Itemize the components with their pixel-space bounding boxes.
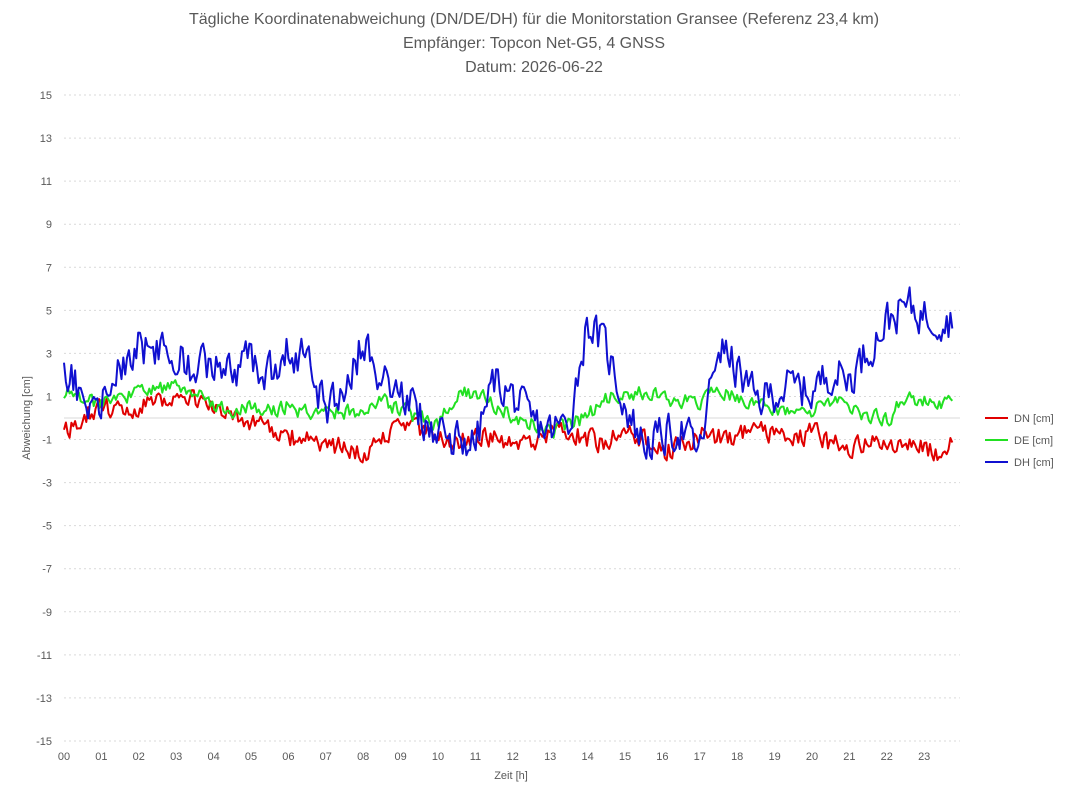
x-tick-label: 05: [245, 751, 257, 763]
legend-label: DN [cm]: [1014, 413, 1054, 425]
grid-lines: [64, 94, 960, 742]
x-tick-label: 10: [432, 751, 444, 763]
y-tick-label: -5: [42, 521, 52, 533]
x-tick-label: 16: [656, 751, 668, 763]
x-tick-label: 22: [881, 751, 893, 763]
legend-label: DH [cm]: [1014, 457, 1054, 469]
y-tick-label: -13: [36, 693, 52, 705]
x-tick-label: 14: [581, 751, 593, 763]
chart-subtitle: Empfänger: Topcon Net-G5, 4 GNSS: [402, 35, 666, 52]
y-tick-label: -11: [37, 650, 52, 662]
y-tick-label: 7: [46, 262, 52, 274]
series-line-de: [63, 379, 954, 439]
x-axis-label: Zeit [h]: [494, 770, 528, 782]
chart-date: Datum: 2026-06-22: [465, 59, 603, 76]
y-tick-label: -7: [42, 564, 52, 576]
x-tick-label: 07: [320, 751, 332, 763]
x-tick-label: 06: [282, 751, 294, 763]
x-tick-label: 12: [507, 751, 519, 763]
y-tick-label: 13: [40, 133, 52, 145]
series-lines: [63, 286, 954, 464]
y-axis-label: Abweichung [cm]: [21, 376, 33, 460]
x-axis-ticks: 00 01 02 03 04 05 06 07 08 09 10 11 12 13 14 15 16 17 18 19…: [58, 751, 930, 763]
series-line-dh: [63, 286, 954, 461]
y-tick-label: -15: [36, 736, 52, 748]
x-tick-label: 01: [95, 751, 107, 763]
x-tick-label: 09: [394, 751, 406, 763]
y-tick-label: -9: [42, 607, 52, 619]
y-tick-label: -3: [42, 478, 52, 490]
x-tick-label: 18: [731, 751, 743, 763]
y-tick-label: 5: [46, 305, 52, 317]
x-tick-label: 03: [170, 751, 182, 763]
x-tick-label: 19: [768, 751, 780, 763]
y-tick-label: -1: [42, 435, 52, 447]
x-tick-label: 00: [58, 751, 70, 763]
x-tick-label: 08: [357, 751, 369, 763]
x-tick-label: 17: [694, 751, 706, 763]
y-tick-label: 15: [40, 90, 52, 102]
x-tick-label: 13: [544, 751, 556, 763]
x-tick-label: 23: [918, 751, 930, 763]
legend: DN [cm] DE [cm] DH [cm]: [985, 413, 1054, 469]
x-tick-label: 11: [470, 751, 481, 763]
x-tick-label: 20: [806, 751, 818, 763]
x-tick-label: 02: [133, 751, 145, 763]
x-tick-label: 21: [843, 751, 855, 763]
legend-label: DE [cm]: [1014, 435, 1053, 447]
chart-title: Tägliche Koordinatenabweichung (DN/DE/DH…: [188, 11, 880, 28]
y-tick-label: 9: [46, 219, 52, 231]
x-tick-label: 04: [207, 751, 219, 763]
series-line-dn: [63, 389, 954, 464]
x-tick-label: 15: [619, 751, 631, 763]
y-tick-label: 1: [46, 391, 52, 403]
y-axis-ticks: 15 13 11 9 7 5 3 1 -1 -3 -5 -7 -9 -11 -13 -15: [36, 90, 52, 748]
y-tick-label: 11: [41, 176, 52, 188]
y-tick-label: 3: [46, 348, 52, 360]
